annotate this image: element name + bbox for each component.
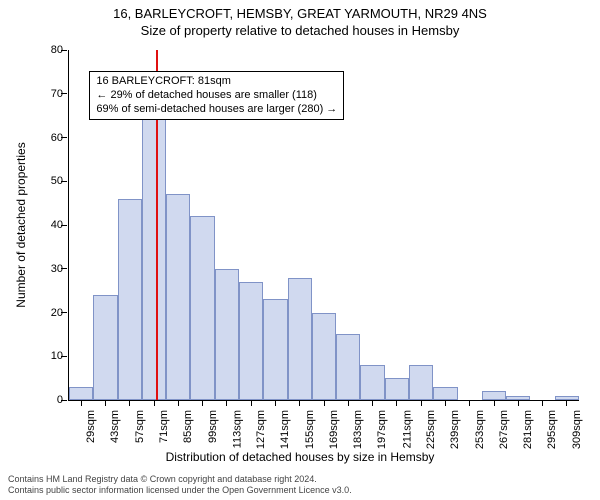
x-tick [81,400,82,406]
histogram-bar [360,365,384,400]
x-tick-label: 211sqm [401,410,413,448]
x-tick [445,400,446,406]
histogram-bar [118,199,142,400]
y-tick-label: 0 [57,394,63,406]
histogram-bar [288,278,312,401]
x-tick [226,400,227,406]
x-tick [518,400,519,406]
x-tick [129,400,130,406]
x-tick [469,400,470,406]
x-tick [299,400,300,406]
histogram-bar [142,81,166,400]
x-tick-label: 113sqm [231,410,243,448]
title-line-1: 16, BARLEYCROFT, HEMSBY, GREAT YARMOUTH,… [0,6,600,21]
histogram-bar [93,295,117,400]
x-tick-label: 225sqm [425,410,437,449]
annotation-line: 69% of semi-detached houses are larger (… [96,103,337,117]
x-tick-label: 267sqm [498,410,510,449]
x-tick-label: 197sqm [377,410,389,449]
x-tick [542,400,543,406]
y-axis-label: Number of detached properties [14,142,28,307]
y-tick-label: 30 [51,263,63,275]
x-tick-label: 183sqm [352,410,364,449]
annotation-line: ← 29% of detached houses are smaller (11… [96,89,337,103]
x-tick-label: 155sqm [304,410,316,449]
x-tick-label: 43sqm [109,410,121,443]
x-tick [105,400,106,406]
histogram-bar [312,313,336,401]
histogram-bar [166,194,190,400]
x-tick [396,400,397,406]
footer-line-2: Contains public sector information licen… [8,485,592,496]
histogram-bar [215,269,239,400]
histogram-bar [263,299,287,400]
x-tick-label: 309sqm [571,410,583,449]
x-tick [154,400,155,406]
histogram-bar [239,282,263,400]
chart-title-block: 16, BARLEYCROFT, HEMSBY, GREAT YARMOUTH,… [0,6,600,38]
y-tick-label: 20 [51,307,63,319]
x-tick-label: 127sqm [255,410,267,449]
histogram-bar [409,365,433,400]
y-tick-label: 80 [51,44,63,56]
histogram-bar [433,387,457,400]
histogram-bar [69,387,93,400]
x-tick-label: 99sqm [207,410,219,443]
histogram-bar [385,378,409,400]
y-tick-label: 60 [51,132,63,144]
y-tick-label: 70 [51,88,63,100]
x-tick-label: 169sqm [328,410,340,449]
x-tick [275,400,276,406]
x-tick [372,400,373,406]
x-tick [178,400,179,406]
x-tick-label: 29sqm [85,410,97,443]
annotation-box: 16 BARLEYCROFT: 81sqm← 29% of detached h… [89,71,344,120]
plot-area: 0102030405060708029sqm43sqm57sqm71sqm85s… [68,50,578,400]
x-tick [348,400,349,406]
x-axis-label: Distribution of detached houses by size … [0,450,600,464]
annotation-line: 16 BARLEYCROFT: 81sqm [96,75,337,89]
y-tick-label: 50 [51,175,63,187]
title-line-2: Size of property relative to detached ho… [0,23,600,38]
x-tick [202,400,203,406]
x-tick-label: 253sqm [474,410,486,449]
x-tick-label: 71sqm [158,410,170,443]
histogram-bar [190,216,214,400]
x-tick [251,400,252,406]
histogram-bar [336,334,360,400]
x-tick-label: 57sqm [134,410,146,443]
footer-attribution: Contains HM Land Registry data © Crown c… [8,474,592,496]
plot-inner: 0102030405060708029sqm43sqm57sqm71sqm85s… [68,50,579,401]
x-tick [324,400,325,406]
x-tick-label: 85sqm [182,410,194,443]
x-tick [421,400,422,406]
x-tick-label: 239sqm [449,410,461,449]
histogram-bar [482,391,506,400]
y-tick-label: 10 [51,350,63,362]
x-tick-label: 295sqm [547,410,559,449]
x-tick [494,400,495,406]
footer-line-1: Contains HM Land Registry data © Crown c… [8,474,592,485]
y-tick-label: 40 [51,219,63,231]
x-tick-label: 141sqm [279,410,291,449]
x-tick [566,400,567,406]
x-tick-label: 281sqm [522,410,534,449]
